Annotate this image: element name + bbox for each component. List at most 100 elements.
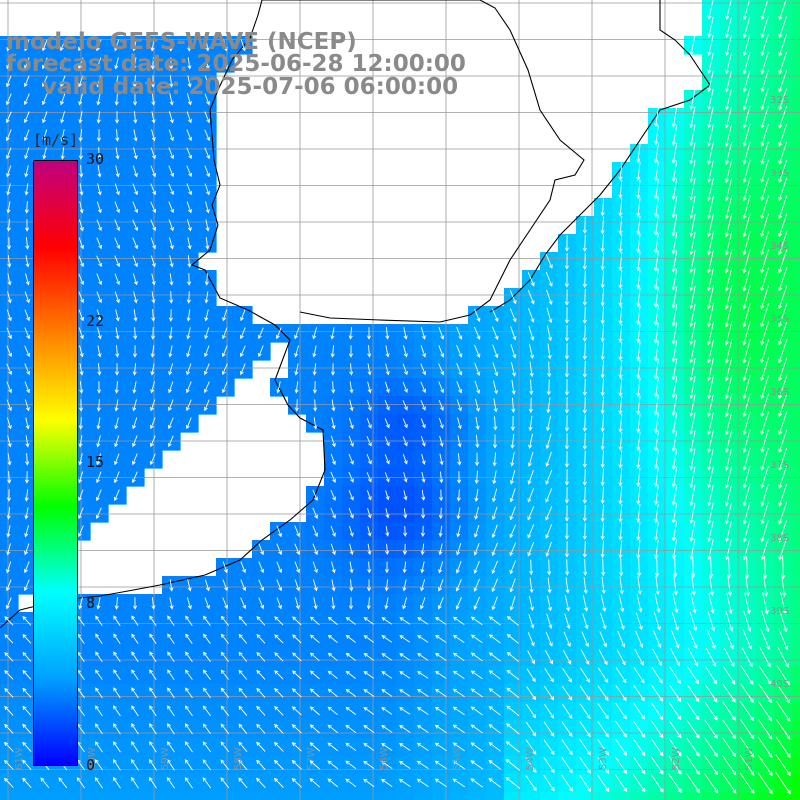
- wind-arrow: [724, 231, 733, 256]
- wind-arrow: [149, 633, 157, 645]
- wind-arrow: [3, 777, 14, 788]
- wind-arrow: [760, 159, 769, 184]
- wind-arrow: [668, 720, 682, 739]
- wind-arrow: [367, 381, 372, 394]
- wind-arrow: [399, 635, 411, 643]
- wind-arrow: [760, 231, 770, 256]
- wind-arrow: [707, 195, 714, 220]
- wind-arrow: [402, 345, 408, 358]
- wind-arrow: [59, 39, 66, 52]
- wind-arrow: [582, 468, 587, 487]
- wind-arrow: [202, 741, 212, 753]
- wind-arrow: [561, 685, 573, 701]
- wind-arrow: [528, 397, 533, 414]
- wind-arrow: [528, 343, 535, 360]
- wind-arrow: [132, 39, 137, 52]
- wind-arrow: [653, 161, 659, 182]
- wind-arrow: [149, 615, 157, 627]
- wind-arrow: [113, 471, 120, 484]
- wind-arrow: [707, 375, 714, 400]
- wind-arrow: [402, 418, 408, 429]
- wind-arrow: [725, 610, 734, 632]
- wind-arrow: [618, 306, 623, 325]
- wind-arrow: [41, 75, 48, 88]
- wind-arrow: [78, 255, 85, 268]
- wind-arrow: [527, 451, 534, 467]
- wind-arrow: [492, 344, 499, 359]
- wind-arrow: [725, 16, 733, 39]
- wind-arrow: [366, 579, 372, 592]
- wind-arrow: [742, 213, 751, 238]
- wind-arrow: [775, 772, 791, 795]
- wind-arrow: [220, 759, 230, 771]
- wind-arrow: [256, 669, 266, 680]
- wind-arrow: [313, 597, 318, 610]
- wind-arrow: [470, 760, 484, 770]
- wind-arrow: [204, 291, 209, 304]
- wind-arrow: [292, 652, 302, 662]
- wind-arrow: [760, 538, 769, 561]
- wind-arrow: [689, 160, 696, 183]
- wind-arrow: [6, 309, 12, 322]
- wind-arrow: [724, 393, 733, 418]
- wind-arrow: [636, 594, 643, 613]
- wind-arrow: [525, 721, 537, 737]
- wind-arrow: [384, 436, 390, 447]
- wind-arrow: [363, 635, 374, 643]
- wind-arrow: [564, 325, 569, 342]
- wind-arrow: [636, 215, 641, 236]
- wind-arrow: [5, 129, 12, 142]
- wind-arrow: [150, 237, 156, 250]
- wind-arrow: [79, 201, 84, 214]
- wind-arrow: [633, 667, 645, 684]
- wind-arrow: [97, 381, 102, 394]
- wind-arrow: [131, 705, 139, 717]
- wind-arrow: [151, 273, 156, 286]
- wind-arrow: [582, 252, 587, 271]
- wind-arrow: [438, 345, 445, 358]
- wind-arrow: [294, 345, 300, 358]
- wind-arrow: [618, 288, 623, 307]
- speed-cell: [792, 342, 800, 361]
- wind-arrow: [114, 201, 120, 214]
- wind-arrow: [510, 326, 517, 341]
- wind-arrow: [131, 723, 139, 735]
- wind-arrow: [600, 288, 605, 307]
- wind-arrow: [384, 454, 390, 465]
- wind-arrow: [633, 702, 645, 720]
- wind-arrow: [474, 398, 480, 413]
- wind-arrow: [655, 557, 660, 578]
- wind-arrow: [95, 705, 103, 717]
- wind-arrow: [96, 435, 101, 448]
- wind-arrow: [527, 506, 535, 521]
- wind-arrow: [204, 165, 211, 178]
- coast-line: [0, 0, 326, 629]
- wind-arrow: [222, 309, 228, 322]
- wind-arrow: [345, 706, 357, 715]
- wind-arrow: [618, 180, 623, 199]
- longitude-label: 58W: [233, 747, 244, 770]
- wind-arrow: [492, 434, 498, 449]
- wind-arrow: [707, 88, 714, 111]
- wind-arrow: [455, 579, 462, 592]
- wind-arrow: [439, 435, 444, 448]
- wind-arrow: [150, 255, 156, 268]
- wind-arrow: [689, 267, 696, 292]
- wind-arrow: [96, 597, 101, 610]
- wind-arrow: [402, 543, 407, 556]
- wind-arrow: [742, 123, 751, 147]
- wind-arrow: [312, 561, 318, 574]
- wind-arrow: [671, 448, 678, 470]
- speed-cell: [792, 90, 800, 109]
- wind-arrow: [294, 579, 300, 592]
- wind-arrow: [435, 616, 447, 625]
- wind-arrow: [778, 70, 788, 93]
- wind-arrow: [707, 448, 714, 471]
- wind-arrow: [689, 231, 696, 256]
- wind-arrow: [345, 652, 356, 661]
- wind-arrow: [636, 503, 641, 523]
- wind-arrow: [6, 543, 11, 556]
- coast-line: [489, 0, 711, 313]
- wind-arrow: [689, 448, 696, 471]
- wind-arrow: [4, 759, 14, 770]
